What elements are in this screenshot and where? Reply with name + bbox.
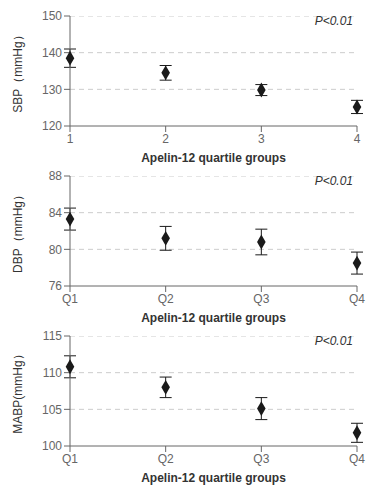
svg-text:Q2: Q2 [158, 292, 174, 306]
svg-text:Q3: Q3 [253, 452, 269, 466]
svg-text:Q3: Q3 [253, 292, 269, 306]
svg-text:Q2: Q2 [158, 452, 174, 466]
svg-text:100: 100 [42, 439, 62, 453]
svg-text:150: 150 [42, 9, 62, 23]
svg-text:140: 140 [42, 46, 62, 60]
svg-text:1: 1 [67, 132, 74, 146]
svg-text:88: 88 [49, 169, 63, 183]
svg-text:Apelin-12 quartile groups: Apelin-12 quartile groups [141, 311, 286, 325]
svg-text:120: 120 [42, 119, 62, 133]
svg-text:4: 4 [354, 132, 361, 146]
svg-text:84: 84 [49, 206, 63, 220]
svg-text:105: 105 [42, 403, 62, 417]
svg-text:115: 115 [43, 329, 62, 343]
svg-text:SBP（mmHg）: SBP（mmHg） [11, 29, 25, 112]
svg-text:Apelin-12 quartile groups: Apelin-12 quartile groups [141, 151, 286, 165]
svg-text:Apelin-12 quartile groups: Apelin-12 quartile groups [141, 471, 286, 485]
svg-text:80: 80 [49, 243, 63, 257]
svg-text:DBP（mmHg）: DBP（mmHg） [11, 189, 25, 273]
svg-text:Q1: Q1 [62, 452, 78, 466]
svg-text:Q1: Q1 [62, 292, 78, 306]
svg-text:76: 76 [49, 279, 63, 293]
html-text:P<0.01: P<0.01 [314, 334, 353, 348]
svg-text:3: 3 [258, 132, 265, 146]
html-text:P<0.01: P<0.01 [314, 14, 353, 28]
svg-text:Q4: Q4 [349, 452, 365, 466]
svg-text:Q4: Q4 [349, 292, 365, 306]
html-text:P<0.01: P<0.01 [314, 174, 353, 188]
svg-text:130: 130 [42, 83, 62, 97]
svg-text:MABP(mmHg）: MABP(mmHg） [11, 348, 25, 433]
svg-text:110: 110 [43, 366, 62, 380]
svg-text:2: 2 [162, 132, 169, 146]
